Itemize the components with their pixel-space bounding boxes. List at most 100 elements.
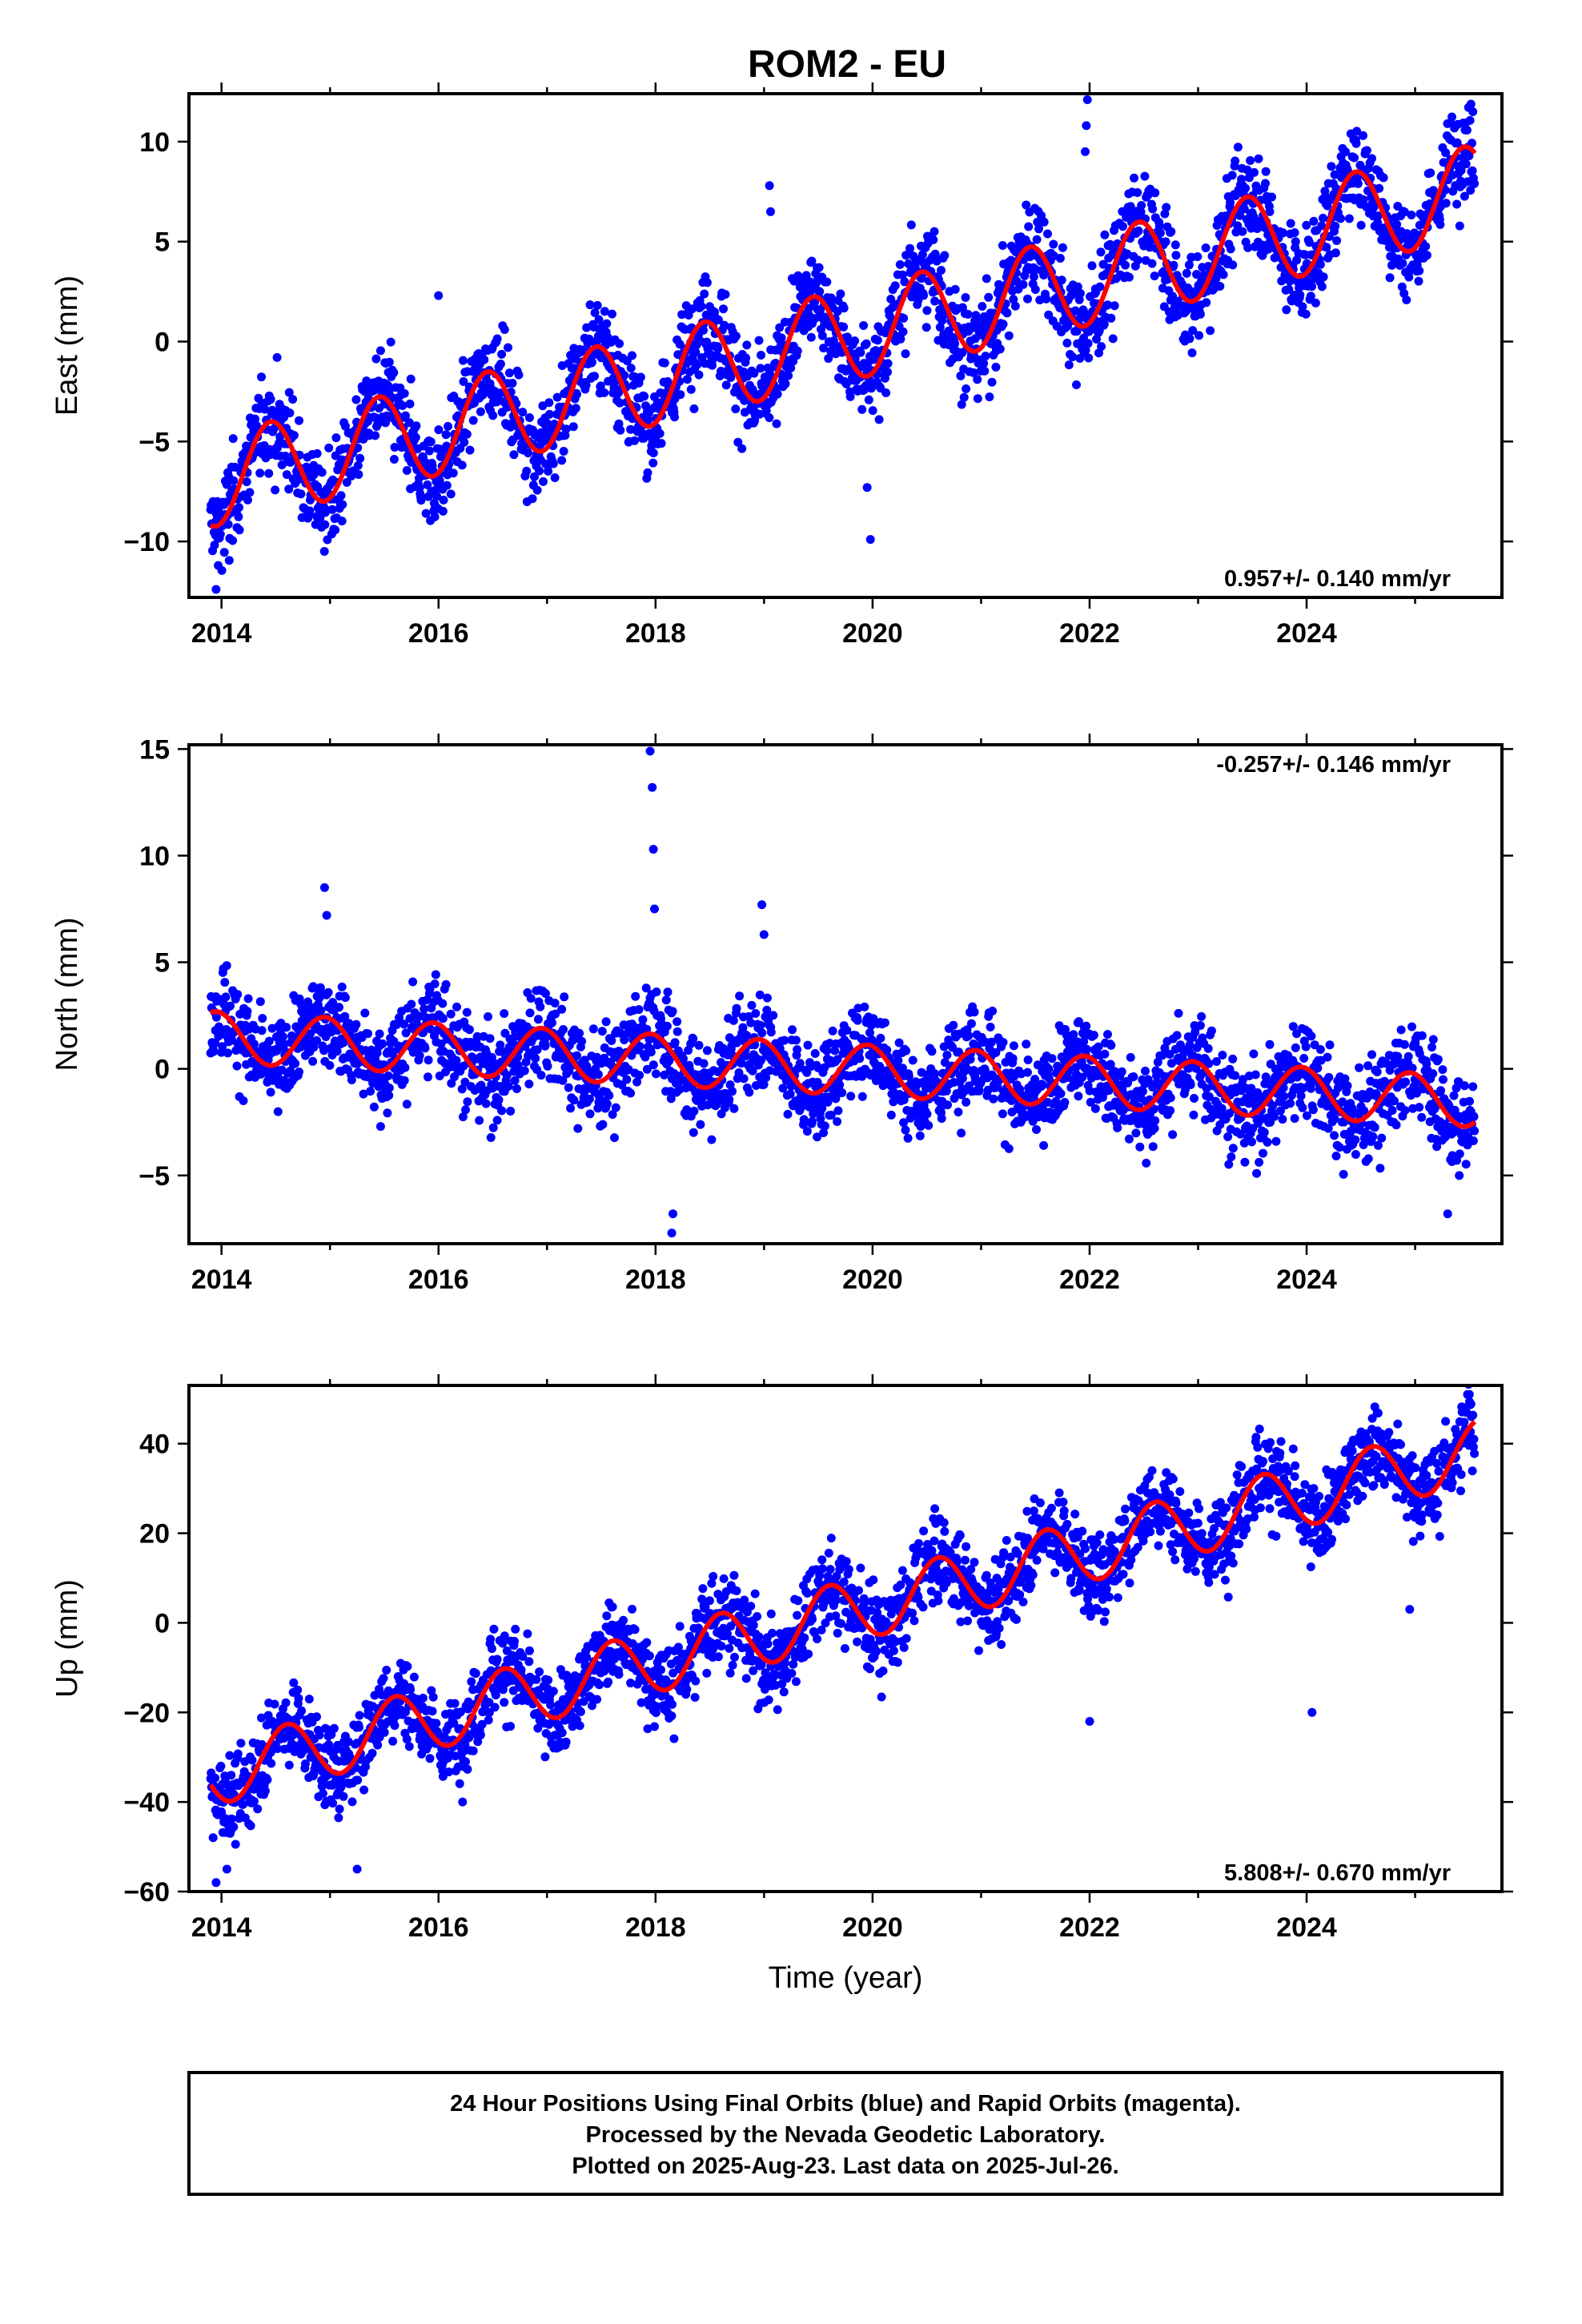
north-data-point (559, 1025, 568, 1034)
east-data-point (1233, 143, 1243, 152)
east-y-tick-label: 10 (139, 127, 170, 158)
east-data-point (448, 468, 458, 478)
east-data-point (615, 398, 624, 408)
east-data-point (210, 541, 219, 550)
north-data-point (566, 1104, 576, 1113)
north-data-point (1150, 1124, 1159, 1133)
east-data-point (228, 536, 238, 545)
east-data-point (691, 348, 701, 357)
east-data-point (1352, 127, 1362, 136)
north-data-point (882, 1045, 892, 1055)
east-data-point (386, 337, 396, 347)
east-data-point (1235, 211, 1245, 220)
east-data-point (342, 477, 351, 487)
east-data-point (1215, 282, 1225, 291)
north-data-point (1335, 1143, 1344, 1152)
north-data-point (943, 1100, 952, 1110)
east-data-point (228, 434, 238, 444)
east-data-point (1202, 298, 1211, 308)
east-data-point (590, 308, 600, 317)
north-data-point (608, 1110, 617, 1120)
east-data-point (1081, 345, 1090, 355)
north-data-point (347, 1076, 356, 1084)
east-data-point (1147, 259, 1157, 268)
north-data-point (481, 1099, 491, 1108)
north-data-point (1412, 1088, 1422, 1098)
north-data-point (1470, 1126, 1480, 1136)
north-data-point (211, 1038, 220, 1047)
north-data-point (513, 1060, 523, 1070)
north-data-point (778, 1084, 788, 1093)
north-data-point (855, 1054, 865, 1063)
north-data-point (547, 1018, 556, 1027)
east-data-point (979, 359, 989, 368)
north-data-point (572, 1051, 581, 1060)
north-data-point (531, 1054, 540, 1063)
east-data-point (288, 395, 298, 404)
east-data-point (1170, 240, 1180, 250)
east-data-point (1379, 173, 1388, 183)
east-data-point (1002, 308, 1012, 318)
north-data-point (1255, 1157, 1264, 1167)
east-data-point (1095, 282, 1105, 292)
east-data-point (1087, 261, 1097, 271)
east-data-point (970, 334, 980, 344)
east-data-point (509, 450, 519, 460)
east-data-point (713, 344, 723, 353)
north-axes-frame (187, 743, 1504, 1245)
east-data-point (1461, 159, 1471, 169)
east-data-point (765, 413, 774, 423)
north-data-point (803, 1040, 813, 1050)
east-data-point (1414, 276, 1423, 286)
east-data-point (407, 458, 416, 467)
north-data-point (266, 1088, 275, 1097)
north-data-point (622, 1075, 632, 1084)
east-data-point (859, 321, 869, 330)
east-x-tick-label: 2016 (408, 618, 469, 649)
east-data-point (264, 468, 274, 478)
north-data-point (1279, 1092, 1289, 1101)
north-data-point (742, 1031, 752, 1040)
north-data-point (813, 1132, 822, 1142)
east-data-point (1315, 259, 1325, 269)
east-data-point (588, 357, 596, 367)
north-y-tick-label: −5 (139, 1161, 170, 1192)
north-data-point (1330, 1114, 1339, 1124)
east-x-tick-label: 2014 (191, 618, 252, 649)
east-data-point (1004, 331, 1014, 340)
east-data-point (375, 346, 385, 356)
east-data-point (371, 431, 380, 440)
north-data-point (604, 1091, 614, 1100)
east-data-point (1392, 219, 1402, 229)
north-data-point (959, 1087, 969, 1096)
east-data-point (904, 259, 913, 268)
east-data-point (1468, 107, 1478, 116)
north-data-point (291, 1059, 300, 1068)
east-data-point (922, 306, 932, 316)
north-data-point (1460, 1081, 1469, 1091)
north-outlier-point (1443, 1209, 1452, 1219)
east-data-point (457, 460, 467, 470)
north-data-point (1340, 1074, 1350, 1084)
east-data-point (1133, 255, 1142, 265)
north-data-point (1150, 1104, 1158, 1114)
east-data-point (950, 284, 960, 294)
north-data-point (1069, 1030, 1078, 1039)
north-data-point (1189, 1110, 1199, 1120)
east-data-point (1311, 298, 1320, 308)
north-data-point (1227, 1152, 1236, 1162)
north-data-point (564, 1083, 573, 1092)
north-data-point (1023, 1055, 1033, 1064)
east-data-point (1096, 247, 1106, 257)
east-data-point (1137, 201, 1146, 210)
east-data-point (829, 336, 838, 345)
north-outlier-point (759, 930, 769, 939)
north-data-point (1082, 1044, 1091, 1054)
north-data-point (1359, 1106, 1369, 1116)
north-data-point (504, 1082, 513, 1091)
east-data-point (1284, 284, 1294, 294)
east-data-point (446, 489, 456, 499)
north-data-point (1427, 1043, 1436, 1052)
east-data-point (434, 425, 444, 435)
north-data-point (400, 1019, 409, 1029)
